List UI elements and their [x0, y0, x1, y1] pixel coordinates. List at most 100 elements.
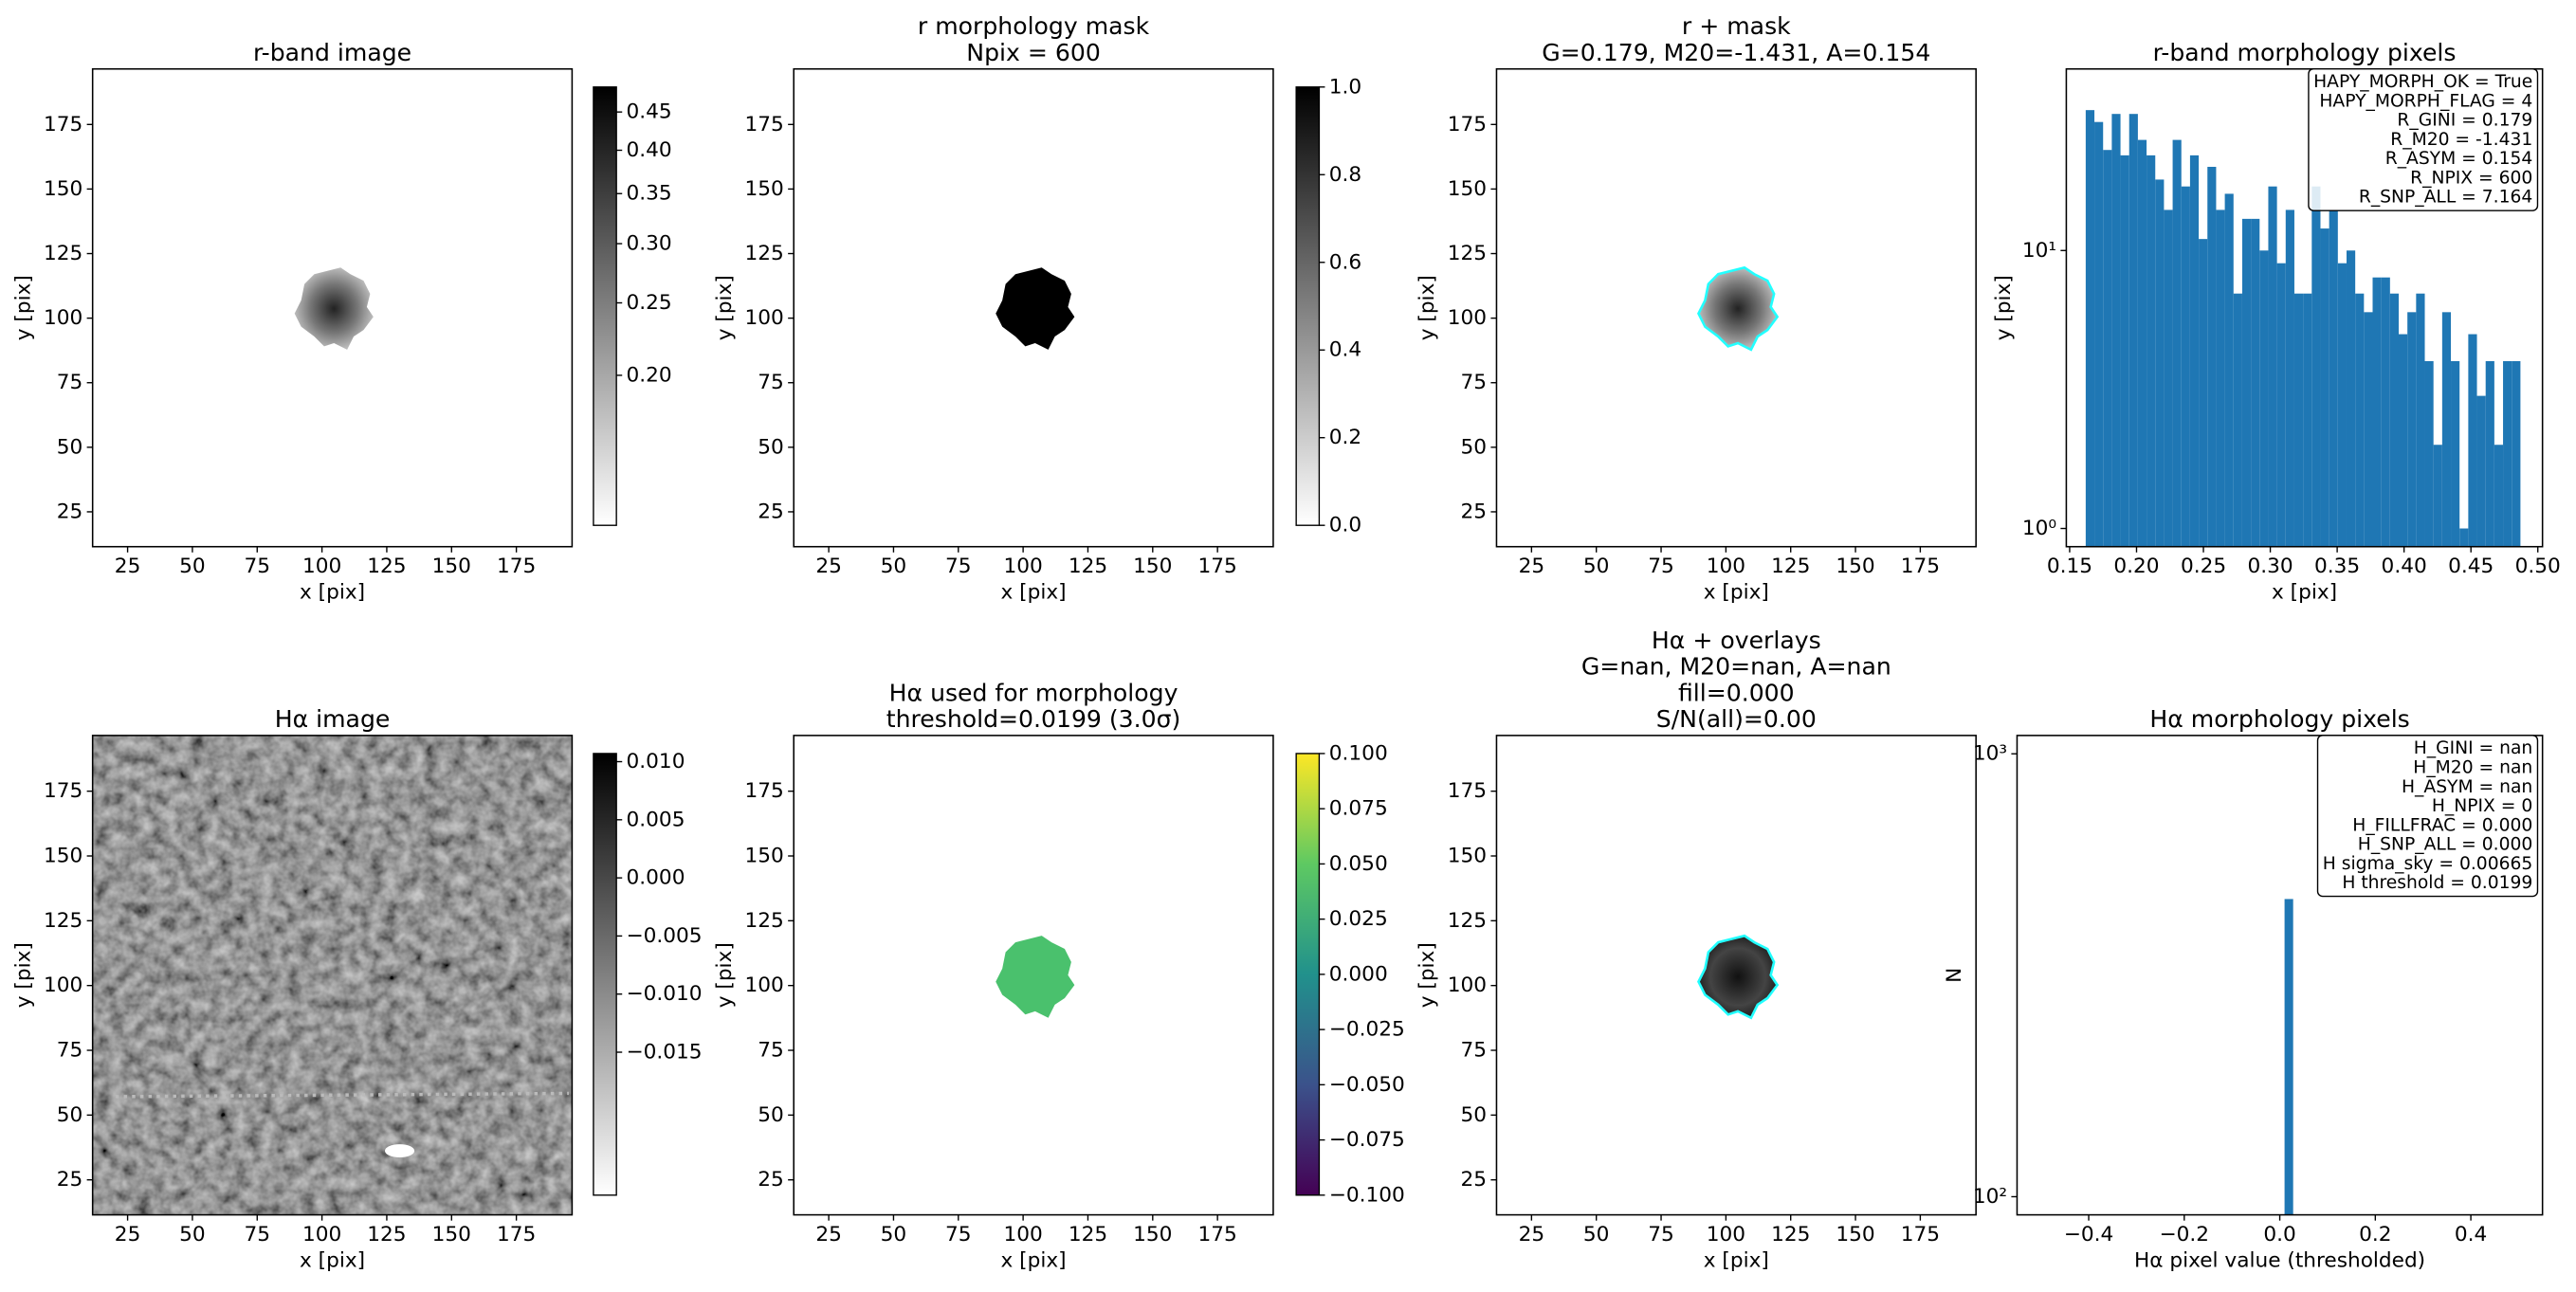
x-tick-label: 125 [367, 1223, 406, 1247]
x-tick-label: 50 [1583, 555, 1610, 578]
y-tick-label: 175 [745, 113, 784, 136]
y-tick-label: 175 [745, 779, 784, 803]
y-tick-label: 150 [1448, 177, 1487, 201]
bar [2172, 139, 2182, 547]
y-tick-label: 10³ [1973, 742, 2007, 766]
x-tick-label: 0.30 [2247, 555, 2293, 578]
stats-line: H_GINI = nan [2414, 738, 2533, 758]
y-tick-label: 125 [1448, 242, 1487, 265]
x-tick-label: 100 [302, 1223, 341, 1247]
y-axis-label: y [pix] [11, 275, 35, 340]
y-tick-label: 25 [1461, 500, 1488, 523]
stats-box-frame [2316, 735, 2539, 898]
y-tick-label: 150 [745, 177, 784, 201]
colorbar-tick-label: 0.010 [627, 750, 685, 773]
y-tick-label: 100 [44, 306, 82, 330]
x-tick-label: 150 [1836, 555, 1874, 578]
panel-title: G=nan, M20=nan, A=nan [1581, 653, 1891, 681]
x-tick-label: 50 [179, 1223, 206, 1247]
y-tick-label: 25 [57, 1168, 83, 1192]
bar [2293, 293, 2304, 547]
panel-title: r morphology mask [918, 12, 1150, 40]
x-tick-label: 100 [1707, 555, 1745, 578]
colorbar-tick-label: 0.100 [1329, 741, 1388, 765]
x-tick-label: 0.4 [2455, 1223, 2487, 1247]
colorbar-tick-label: 0.8 [1329, 163, 1361, 187]
y-tick-label: 100 [1448, 974, 1487, 997]
stats-line: H_SNP_ALL = 0.000 [2358, 835, 2533, 855]
x-tick-label: 75 [1648, 1223, 1674, 1247]
stats-line: HAPY_MORPH_OK = True [2313, 72, 2532, 92]
y-tick-label: 75 [57, 1039, 83, 1063]
panel-title: fill=0.000 [1678, 679, 1795, 706]
stats-line: R_NPIX = 600 [2410, 168, 2532, 188]
x-tick-label: 175 [497, 555, 536, 578]
x-tick-label: 0.15 [2047, 555, 2092, 578]
y-tick-label: 125 [44, 242, 82, 265]
bright-spot [384, 1144, 415, 1157]
x-tick-label: 125 [1069, 555, 1107, 578]
panel-title: Hα + overlays [1652, 627, 1821, 654]
colorbar [593, 753, 617, 1196]
y-tick-label: 50 [758, 435, 784, 459]
bar [2189, 155, 2200, 547]
x-tick-label: 125 [1069, 1223, 1107, 1247]
bar [2276, 263, 2286, 547]
bar [2451, 360, 2460, 547]
x-tick-label: 25 [1519, 555, 1545, 578]
y-tick-label: 125 [1448, 909, 1487, 933]
y-tick-label: 175 [1448, 113, 1487, 136]
x-tick-label: 150 [1836, 1223, 1874, 1247]
bar [2224, 193, 2234, 547]
y-tick-label: 75 [1461, 1039, 1488, 1063]
colorbar [593, 86, 617, 526]
y-axis-label: y [pix] [11, 942, 35, 1008]
bar [2399, 334, 2408, 547]
bar [2416, 293, 2425, 547]
bar [2476, 395, 2486, 547]
x-tick-label: 150 [1133, 1223, 1172, 1247]
panel-title: Hα image [275, 705, 391, 733]
panel-title: Hα used for morphology [889, 679, 1178, 706]
bar [2441, 312, 2452, 547]
y-tick-label: 125 [745, 909, 784, 933]
bar [2346, 250, 2356, 547]
bar [2147, 155, 2156, 547]
y-axis-label: y [pix] [1416, 942, 1439, 1008]
bar [2337, 263, 2347, 547]
y-tick-label: 75 [758, 371, 784, 394]
bar [2320, 228, 2329, 547]
x-tick-label: 0.20 [2113, 555, 2159, 578]
y-tick-label: 50 [57, 1103, 83, 1127]
stats-line: H_M20 = nan [2413, 758, 2532, 778]
noise-image [92, 735, 573, 1215]
x-tick-label: 0.35 [2314, 555, 2360, 578]
bar [2164, 209, 2173, 547]
x-tick-label: 25 [1519, 1223, 1545, 1247]
y-tick-label: 150 [44, 844, 82, 867]
colorbar-tick-label: 0.050 [1329, 852, 1388, 876]
colorbar-tick-label: −0.015 [627, 1041, 703, 1065]
axes-frame [2065, 67, 2544, 548]
colorbar-tick-label: 0.40 [627, 138, 672, 162]
stats-line: R_M20 = -1.431 [2390, 130, 2532, 150]
bar [2407, 312, 2417, 547]
y-tick-label: 125 [44, 909, 82, 933]
axes-frame [793, 735, 1274, 1216]
colorbar-tick-label: 0.025 [1329, 907, 1388, 931]
x-tick-label: 25 [815, 555, 842, 578]
x-tick-label: 175 [497, 1223, 536, 1247]
y-tick-label: 75 [1461, 371, 1488, 394]
colorbar-tick-label: −0.100 [1329, 1183, 1405, 1207]
panel-title: G=0.179, M20=-1.431, A=0.154 [1542, 39, 1930, 66]
stats-line: R_ASYM = 0.154 [2385, 149, 2533, 169]
panel-title: S/N(all)=0.00 [1656, 705, 1817, 733]
x-axis-label: Hα pixel value (thresholded) [2134, 1249, 2425, 1273]
y-tick-label: 125 [745, 242, 784, 265]
stats-line: H_ASYM = nan [2402, 777, 2532, 797]
x-axis-label: x [pix] [2272, 581, 2337, 605]
x-tick-label: 25 [115, 555, 141, 578]
stats-line: R_GINI = 0.179 [2397, 111, 2532, 131]
